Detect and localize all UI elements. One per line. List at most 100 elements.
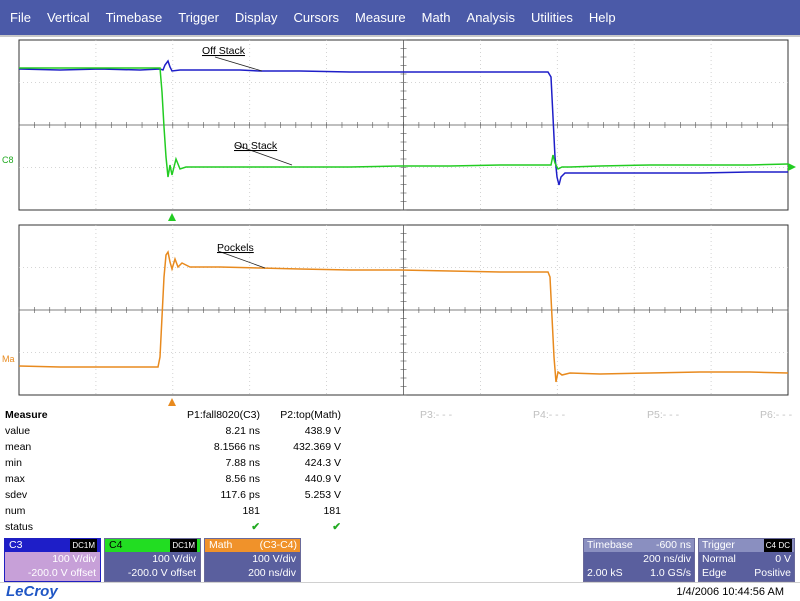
c4-descriptor[interactable]: C4 DC1M 100 V/div -200.0 V offset bbox=[104, 538, 201, 582]
off-stack-trace bbox=[18, 59, 788, 186]
trigger-header: Trigger C4 DC bbox=[699, 539, 794, 552]
trigger-mode: Normal bbox=[702, 553, 736, 565]
pockels-label: Pockels bbox=[217, 242, 254, 254]
measure-row-min: min 7.88 ns 424.3 V bbox=[0, 457, 800, 473]
c4-header: C4 DC1M bbox=[105, 539, 200, 552]
menu-file[interactable]: File bbox=[10, 10, 31, 25]
c4-right-marker[interactable] bbox=[788, 163, 796, 171]
date-time: 1/4/2006 10:44:56 AM bbox=[676, 586, 784, 598]
measure-p6-name[interactable]: P6:- - - bbox=[760, 409, 793, 421]
c3-coupling: DC1M bbox=[70, 539, 97, 552]
status-footer: LeCroy 1/4/2006 10:44:56 AM bbox=[0, 582, 800, 601]
p2-mean: 432.369 V bbox=[293, 441, 341, 453]
c3-level-marker[interactable]: C8 bbox=[2, 155, 14, 165]
c4-scale-line: 100 V/div bbox=[105, 552, 200, 566]
row-label: max bbox=[5, 473, 25, 485]
math-time-line: 200 ns/div bbox=[205, 566, 300, 580]
on-stack-trace bbox=[19, 67, 789, 178]
menu-display[interactable]: Display bbox=[234, 10, 278, 25]
menu-separator bbox=[0, 35, 800, 37]
on-stack-label: On Stack bbox=[234, 140, 278, 152]
row-label: num bbox=[5, 505, 26, 517]
menu-vertical[interactable]: Vertical bbox=[46, 10, 90, 25]
c4-name: C4 bbox=[109, 539, 123, 551]
lecroy-logo: LeCroy bbox=[6, 583, 58, 600]
bottom-grid bbox=[18, 224, 789, 396]
on-stack-pointer bbox=[235, 144, 293, 166]
measure-p1-name[interactable]: P1:fall8020(C3) bbox=[187, 409, 260, 421]
c3-scale-line: 100 V/div bbox=[5, 552, 100, 566]
measure-row-sdev: sdev 117.6 ps 5.253 V bbox=[0, 489, 800, 505]
trigger-line1: Normal 0 V bbox=[699, 552, 794, 566]
math-level-marker[interactable]: Ma bbox=[2, 354, 15, 364]
measure-row-max: max 8.56 ns 440.9 V bbox=[0, 473, 800, 489]
measure-header-row: Measure P1:fall8020(C3) P2:top(Math) P3:… bbox=[0, 409, 800, 425]
math-descriptor[interactable]: Math (C3-C4) 100 V/div 200 ns/div bbox=[204, 538, 301, 582]
scope-display[interactable]: Off Stack On Stack C8 Pockels Ma bbox=[0, 37, 800, 407]
p1-max: 8.56 ns bbox=[225, 473, 260, 485]
measure-row-num: num 181 181 bbox=[0, 505, 800, 521]
math-scale: 100 V/div bbox=[252, 553, 296, 565]
measure-p3-name[interactable]: P3:- - - bbox=[420, 409, 453, 421]
measure-p2-name[interactable]: P2:top(Math) bbox=[280, 409, 341, 421]
menu-measure[interactable]: Measure bbox=[355, 10, 406, 25]
trigger-title: Trigger bbox=[702, 539, 735, 551]
off-stack-label: Off Stack bbox=[202, 45, 246, 57]
timebase-line1: 200 ns/div bbox=[584, 552, 694, 566]
p1-sdev: 117.6 ps bbox=[220, 489, 260, 501]
measure-p5-name[interactable]: P5:- - - bbox=[647, 409, 680, 421]
p1-mean: 8.1566 ns bbox=[213, 441, 260, 453]
measure-table: Measure P1:fall8020(C3) P2:top(Math) P3:… bbox=[0, 407, 800, 537]
off-stack-pointer bbox=[214, 56, 263, 72]
math-time: 200 ns/div bbox=[248, 567, 296, 579]
trigger-source: C4 bbox=[763, 539, 778, 552]
c4-scale: 100 V/div bbox=[152, 553, 196, 565]
top-grid bbox=[18, 39, 789, 211]
p1-num: 181 bbox=[242, 505, 260, 517]
pockels-trace bbox=[18, 250, 789, 383]
timebase-rate: 1.0 GS/s bbox=[650, 567, 691, 579]
row-label: mean bbox=[5, 441, 32, 453]
menu-timebase[interactable]: Timebase bbox=[105, 10, 163, 25]
trigger-type: Edge bbox=[702, 567, 727, 579]
menu-math[interactable]: Math bbox=[421, 10, 451, 25]
trigger-level: 0 V bbox=[775, 553, 791, 565]
c3-name: C3 bbox=[9, 539, 23, 551]
c3-scale: 100 V/div bbox=[52, 553, 96, 565]
row-label: status bbox=[5, 521, 34, 533]
p2-value: 438.9 V bbox=[304, 425, 341, 437]
trigger-descriptor[interactable]: Trigger C4 DC Normal 0 V Edge Positive bbox=[698, 538, 795, 582]
p2-num: 181 bbox=[323, 505, 341, 517]
c4-offset-line: -200.0 V offset bbox=[105, 566, 200, 580]
timebase-descriptor[interactable]: Timebase -600 ns 200 ns/div 2.00 kS 1.0 … bbox=[583, 538, 695, 582]
pockels-pointer bbox=[217, 250, 266, 269]
menu-help[interactable]: Help bbox=[588, 10, 616, 25]
menu-analysis[interactable]: Analysis bbox=[466, 10, 515, 25]
trigger-position-marker[interactable] bbox=[168, 213, 176, 221]
menu-trigger[interactable]: Trigger bbox=[178, 10, 219, 25]
trigger-line2: Edge Positive bbox=[699, 566, 794, 580]
timebase-line2: 2.00 kS 1.0 GS/s bbox=[584, 566, 694, 580]
math-scale-line: 100 V/div bbox=[205, 552, 300, 566]
menu-cursors[interactable]: Cursors bbox=[293, 10, 340, 25]
timebase-delay: -600 ns bbox=[655, 539, 691, 551]
menu-utilities[interactable]: Utilities bbox=[530, 10, 573, 25]
timebase-samples: 2.00 kS bbox=[587, 567, 623, 579]
c3-header: C3 DC1M bbox=[5, 539, 100, 552]
math-header: Math (C3-C4) bbox=[205, 539, 300, 552]
timebase-title: Timebase bbox=[587, 539, 633, 551]
trigger-slope: Positive bbox=[754, 567, 791, 579]
timebase-per-div: 200 ns/div bbox=[643, 553, 691, 565]
c3-descriptor[interactable]: C3 DC1M 100 V/div -200.0 V offset bbox=[4, 538, 101, 582]
menu-bar: File Vertical Timebase Trigger Display C… bbox=[0, 0, 800, 35]
measure-p4-name[interactable]: P4:- - - bbox=[533, 409, 566, 421]
p1-status-check-icon: ✔ bbox=[251, 521, 260, 533]
p1-value: 8.21 ns bbox=[225, 425, 260, 437]
math-source: (C3-C4) bbox=[259, 539, 297, 551]
measure-row-value: value 8.21 ns 438.9 V bbox=[0, 425, 800, 441]
p2-max: 440.9 V bbox=[304, 473, 341, 485]
measure-row-mean: mean 8.1566 ns 432.369 V bbox=[0, 441, 800, 457]
c4-offset: -200.0 V offset bbox=[127, 567, 196, 579]
c3-offset-line: -200.0 V offset bbox=[5, 566, 100, 580]
math-trigger-marker[interactable] bbox=[168, 398, 176, 406]
